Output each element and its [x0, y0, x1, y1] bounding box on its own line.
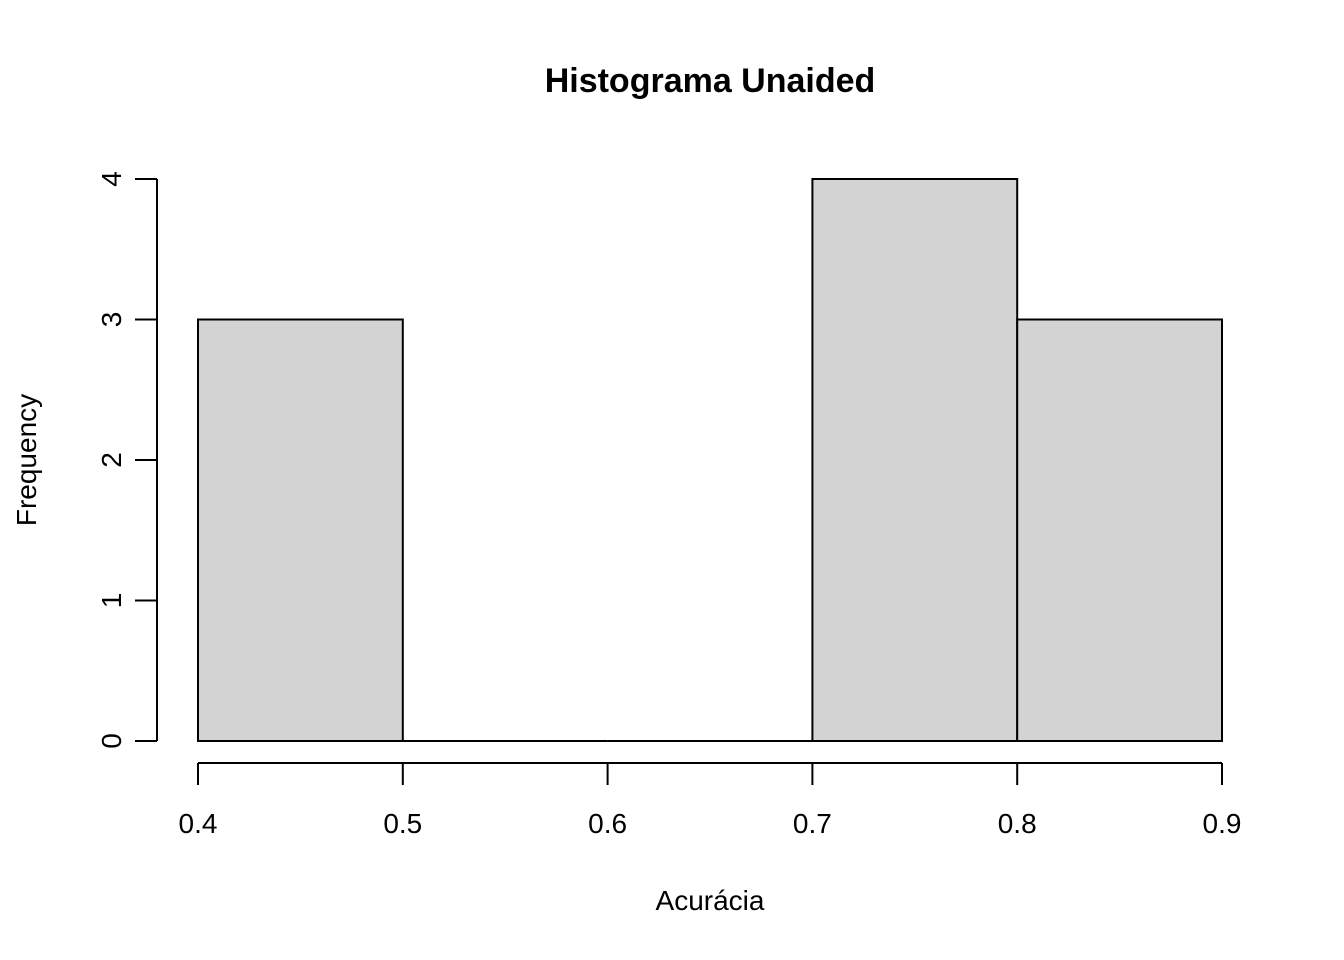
chart-title: Histograma Unaided: [545, 62, 876, 100]
x-tick-label: 0.9: [1203, 808, 1242, 839]
histogram-bars: [197, 178, 1224, 742]
y-axis-label: Frequency: [11, 394, 42, 526]
histogram-bar: [811, 178, 1019, 742]
y-axis: 0 1 2 3 4: [96, 171, 158, 749]
x-tick-label: 0.4: [179, 808, 218, 839]
x-tick-label: 0.8: [998, 808, 1037, 839]
y-tick-label: 1: [96, 593, 127, 609]
x-axis: 0.4 0.5 0.6 0.7 0.8 0.9: [179, 762, 1242, 839]
histogram-bar: [197, 318, 404, 742]
y-tick-label: 4: [96, 171, 127, 187]
x-axis-label: Acurácia: [656, 885, 765, 916]
y-tick-label: 3: [96, 312, 127, 328]
histogram-bar: [1016, 318, 1224, 742]
y-tick-label: 2: [96, 452, 127, 468]
x-tick-label: 0.6: [588, 808, 627, 839]
y-tick-label: 0: [96, 733, 127, 749]
x-tick-label: 0.5: [383, 808, 422, 839]
x-tick-label: 0.7: [793, 808, 832, 839]
